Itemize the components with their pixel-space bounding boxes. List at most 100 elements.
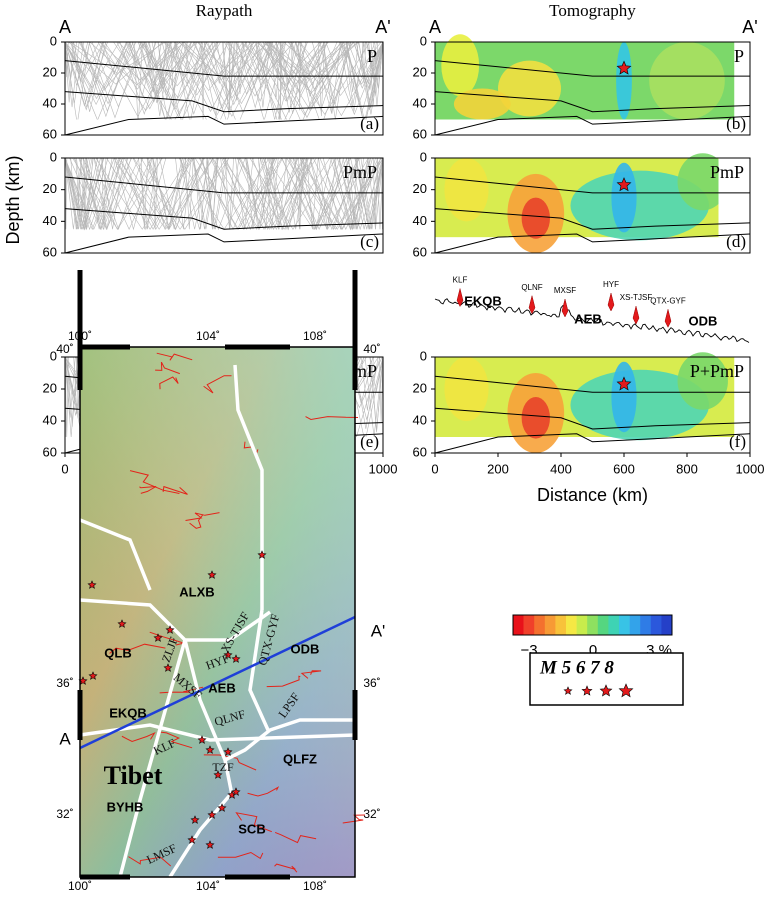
- tomo-anomaly: [522, 198, 550, 239]
- colorbar-cell: [608, 615, 619, 635]
- map-label: AEB: [208, 680, 235, 695]
- depth-tick-label: 0: [420, 33, 427, 48]
- depth-tick-label: 40: [43, 95, 57, 110]
- raypath: [96, 158, 189, 229]
- colorbar-cell: [534, 615, 545, 635]
- colorbar-cell: [651, 615, 662, 635]
- column-title: Tomography: [549, 1, 636, 20]
- phase-label: PmP: [710, 162, 744, 182]
- raypath: [153, 158, 187, 229]
- distance-tick-label: 200: [487, 461, 509, 476]
- fault-label: XS-TJSF: [620, 293, 653, 302]
- map-label: SCB: [238, 821, 265, 836]
- depth-tick-label: 60: [43, 444, 57, 459]
- legend-title: M 5 6 7 8: [539, 657, 614, 678]
- colorbar-cell: [630, 615, 641, 635]
- depth-tick-label: 60: [43, 126, 57, 141]
- depth-tick-label: 40: [413, 213, 427, 228]
- colorbar-cell: [587, 615, 598, 635]
- distance-tick-label: 0: [61, 461, 68, 476]
- depth-tick-label: 40: [43, 213, 57, 228]
- raypath: [124, 158, 213, 229]
- fault-marker: [633, 306, 639, 324]
- panel-letter: (e): [360, 432, 379, 451]
- panel-letter: (a): [360, 114, 379, 133]
- depth-tick-label: 60: [413, 244, 427, 259]
- map-label: 104˚: [196, 329, 220, 343]
- depth-tick-label: 0: [50, 33, 57, 48]
- fault-marker: [608, 293, 614, 311]
- colorbar-cell: [619, 615, 630, 635]
- fault-label: MXSF: [554, 286, 576, 295]
- phase-label: P: [734, 46, 744, 66]
- map-label: QLB: [104, 645, 131, 660]
- depth-tick-label: 0: [420, 348, 427, 363]
- tomo-anomaly: [441, 34, 479, 96]
- column-title: Raypath: [196, 1, 253, 20]
- map-label: A': [371, 621, 386, 640]
- map-label: ODB: [291, 641, 320, 656]
- map-label: 108˚: [303, 329, 327, 343]
- fault-marker: [665, 309, 671, 327]
- distance-tick-label: 400: [550, 461, 572, 476]
- depth-tick-label: 0: [50, 149, 57, 164]
- map-label: 32˚: [56, 807, 73, 821]
- depth-tick-label: 40: [413, 95, 427, 110]
- depth-tick-label: 20: [43, 380, 57, 395]
- panel-letter: (c): [360, 232, 379, 251]
- tomo-anomaly: [522, 397, 550, 439]
- map-label: Tibet: [104, 761, 163, 790]
- distance-tick-label: 600: [613, 461, 635, 476]
- colorbar-cell: [555, 615, 566, 635]
- distance-tick-label: 0: [431, 461, 438, 476]
- map-label: QLFZ: [283, 751, 317, 766]
- distance-tick-label: 1000: [369, 461, 398, 476]
- block-label: EKQB: [464, 293, 502, 308]
- distance-tick-label: 1000: [736, 461, 765, 476]
- distance-tick-label: 800: [676, 461, 698, 476]
- depth-tick-label: 0: [420, 149, 427, 164]
- colorbar-cell: [545, 615, 556, 635]
- section-end: A: [59, 17, 71, 37]
- map-label: 104˚: [196, 879, 220, 893]
- map-label: EKQB: [109, 705, 147, 720]
- map-label: 36˚: [56, 676, 73, 690]
- phase-label: PmP: [343, 162, 377, 182]
- block-label: AEB: [574, 311, 601, 326]
- depth-tick-label: 20: [413, 181, 427, 196]
- map-label: BYHB: [107, 799, 144, 814]
- panel-letter: (f): [729, 432, 746, 451]
- colorbar-cell: [661, 615, 672, 635]
- map-label: 100˚: [68, 879, 92, 893]
- depth-tick-label: 60: [413, 444, 427, 459]
- map-label: 100˚: [68, 329, 92, 343]
- map-relief-overlay: [80, 347, 355, 877]
- fault-label: QTX-GYF: [650, 296, 686, 305]
- phase-label: P+PmP: [690, 361, 744, 381]
- panel: 0 20 40 60 PmP (c): [43, 149, 383, 259]
- depth-tick-label: 20: [43, 181, 57, 196]
- map-label: ALXB: [179, 584, 214, 599]
- panel-letter: (b): [726, 114, 746, 133]
- tomo-anomaly: [611, 362, 636, 432]
- section-end: A': [742, 17, 757, 37]
- depth-tick-label: 20: [43, 64, 57, 79]
- map-label: TZF: [212, 760, 234, 774]
- colorbar-cell: [513, 615, 524, 635]
- depth-tick-label: 40: [43, 412, 57, 427]
- fault-label: KLF: [453, 276, 468, 285]
- tomo-anomaly: [616, 42, 632, 120]
- depth-tick-label: 40: [413, 412, 427, 427]
- fault-marker: [562, 299, 568, 317]
- depth-tick-label: 60: [43, 244, 57, 259]
- map-label: 36˚: [363, 676, 380, 690]
- depth-tick-label: 20: [413, 64, 427, 79]
- map-label: 32˚: [363, 807, 380, 821]
